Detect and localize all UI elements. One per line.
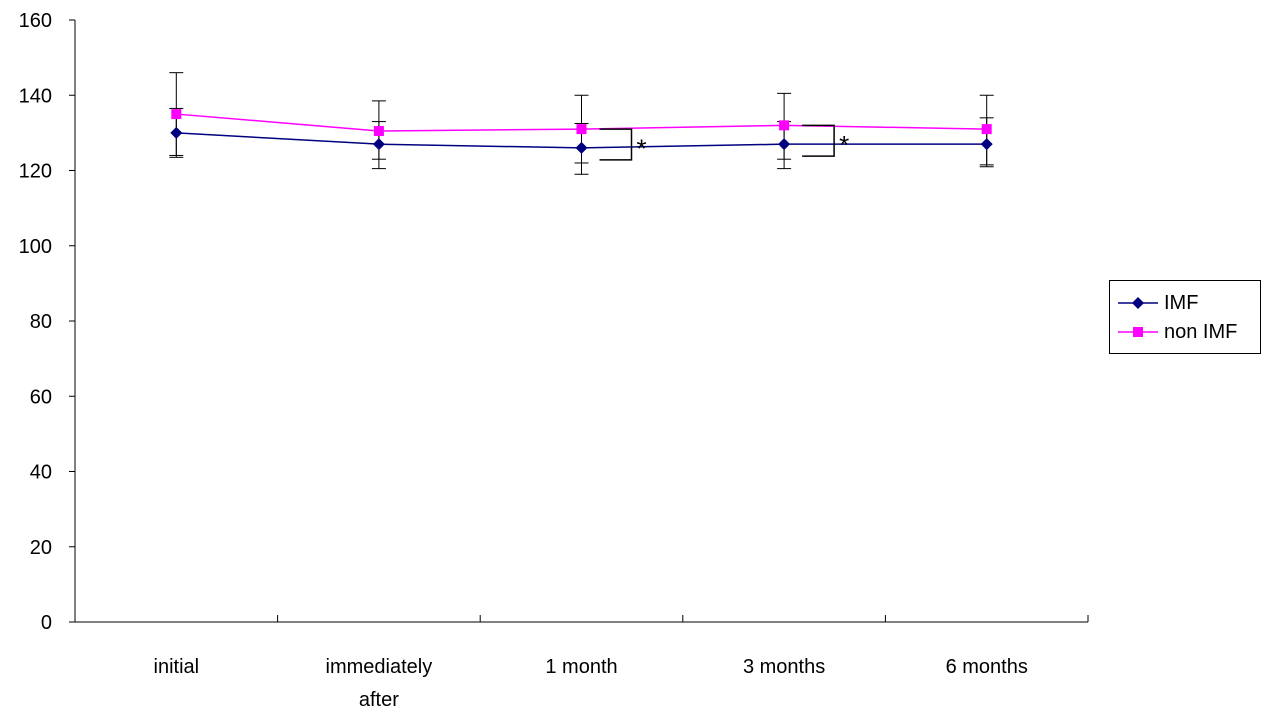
point-imf [372,138,385,151]
significance-annotations: * * [599,124,849,164]
point-non-imf [981,124,992,135]
legend: IMF non IMF [1109,280,1261,354]
point-imf [980,138,993,151]
point-non-imf [373,125,384,136]
series-markers [170,109,993,154]
y-tick-label: 60 [30,386,52,408]
legend-label-imf: IMF [1164,291,1199,314]
x-tick-label-line: 6 months [946,656,1028,678]
point-non-imf [576,124,587,135]
y-tick-label: 120 [19,161,52,183]
point-non-imf [779,120,790,131]
x-tick-label-line: initial [154,656,200,678]
legend-swatch-non-imf [1118,327,1158,337]
x-tick-label: 3 months [743,656,825,678]
legend-marker-imf [1132,297,1144,309]
legend-item-imf: IMF [1116,291,1198,315]
legend-label-non-imf: non IMF [1164,320,1238,343]
y-tick-label: 140 [19,85,52,107]
x-tick-label-line: 1 month [545,656,617,678]
point-imf [170,126,183,139]
point-imf [575,141,588,154]
x-tick-label: 1 month [545,656,617,678]
x-tick-label-line: 3 months [743,656,825,678]
significance-asterisk: * [637,134,647,164]
legend-marker-non-imf [1133,327,1143,337]
legend-item-non-imf: non IMF [1116,320,1237,344]
y-tick-label: 40 [30,462,52,484]
x-tick-label-line: after [359,689,399,711]
point-non-imf [171,109,182,120]
axes [69,19,1089,623]
significance-bracket [599,128,633,161]
y-tick-label: 20 [30,537,52,559]
x-tick-label-line: immediately [326,656,433,678]
y-tick-label: 100 [19,236,52,258]
tick-labels: 0 20 40 60 80 100 120 140 160 initial immediately a… [19,10,1028,711]
significance-bracket [802,124,835,157]
significance-asterisk: * [839,130,849,160]
y-tick-label: 80 [30,311,52,333]
y-tick-label: 160 [19,10,52,32]
legend-swatch-imf [1118,297,1158,309]
x-tick-label: 6 months [946,656,1028,678]
point-imf [778,138,791,151]
y-tick-label: 0 [41,612,52,634]
x-tick-label: immediately after [326,656,433,711]
x-tick-label: initial [154,656,200,678]
